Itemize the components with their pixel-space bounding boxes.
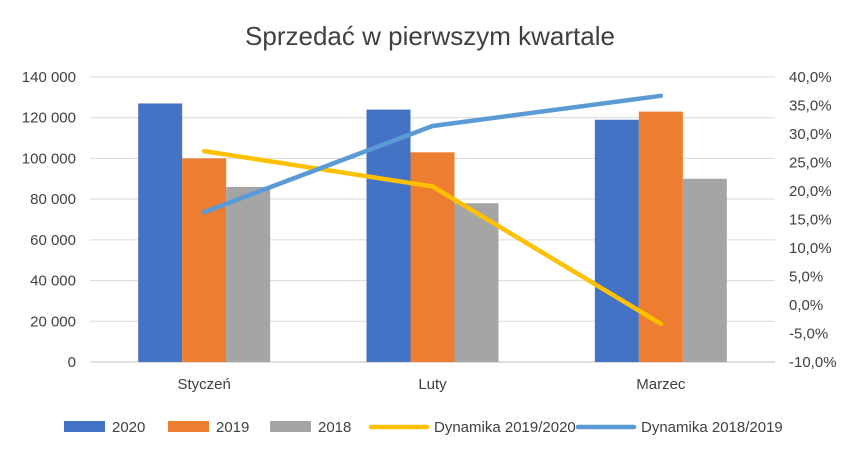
legend-2018-swatch: [270, 421, 311, 432]
y-axis-left: 0 20 000 40 000 60 000 80 000 100 000 120 000 1…: [22, 69, 76, 371]
line-dynamika-2018-2019: [201, 93, 664, 215]
y-tick-label: 20 000: [30, 313, 76, 330]
bar-2020: [138, 103, 183, 362]
y-tick-label: 40 000: [30, 273, 76, 290]
legend-2019-swatch: [168, 421, 209, 432]
x-axis: Styczeń Luty Marzec: [177, 376, 685, 393]
y-tick-label: 100 000: [22, 150, 76, 167]
bar-2018: [682, 178, 727, 362]
y2-tick-label: 35,0%: [789, 98, 832, 115]
y2-tick-label: 10,0%: [789, 240, 832, 257]
bar-2019: [638, 111, 683, 362]
bar-2020: [594, 119, 639, 362]
y-tick-label: 140 000: [22, 69, 76, 86]
y2-tick-label: 15,0%: [789, 212, 832, 229]
y-tick-label: 120 000: [22, 110, 76, 127]
bar-2018: [226, 186, 271, 362]
y-tick-label: 60 000: [30, 232, 76, 249]
y2-tick-label: 5,0%: [789, 269, 823, 286]
bar-2019: [182, 158, 227, 362]
category-label: Styczeń: [177, 376, 230, 393]
line-dynamika-2019-2020: [201, 148, 664, 327]
y2-tick-label: 30,0%: [789, 126, 832, 143]
bar-series-group: [138, 103, 727, 362]
bar-2020: [366, 109, 411, 362]
bar-2018: [454, 203, 499, 362]
legend-2018-label: 2018: [318, 419, 351, 436]
legend-2020-label: 2020: [112, 419, 145, 436]
legend: 2020 2019 2018 Dynamika 2019/2020 Dynamika 2…: [64, 419, 783, 436]
line-series-group: [201, 93, 664, 327]
y2-tick-label: 25,0%: [789, 155, 832, 172]
y-tick-label: 80 000: [30, 191, 76, 208]
y2-tick-label: -5,0%: [789, 326, 828, 343]
y-axis-right: -10,0% -5,0% 0,0% 5,0% 10,0% 15,0% 20,0% 25,0% 3…: [789, 69, 837, 371]
legend-2020-swatch: [64, 421, 105, 432]
legend-dynamika-2019-2020-label: Dynamika 2019/2020: [434, 419, 576, 436]
y2-tick-label: 40,0%: [789, 69, 832, 86]
legend-dynamika-2018-2019-label: Dynamika 2018/2019: [641, 419, 783, 436]
category-label: Marzec: [636, 376, 686, 393]
y-tick-label: 0: [68, 354, 76, 371]
chart-title: Sprzedać w pierwszym kwartale: [245, 21, 615, 51]
category-label: Luty: [418, 376, 447, 393]
y2-tick-label: 0,0%: [789, 297, 823, 314]
legend-2019-label: 2019: [216, 419, 249, 436]
y2-tick-label: 20,0%: [789, 183, 832, 200]
y2-tick-label: -10,0%: [789, 354, 837, 371]
